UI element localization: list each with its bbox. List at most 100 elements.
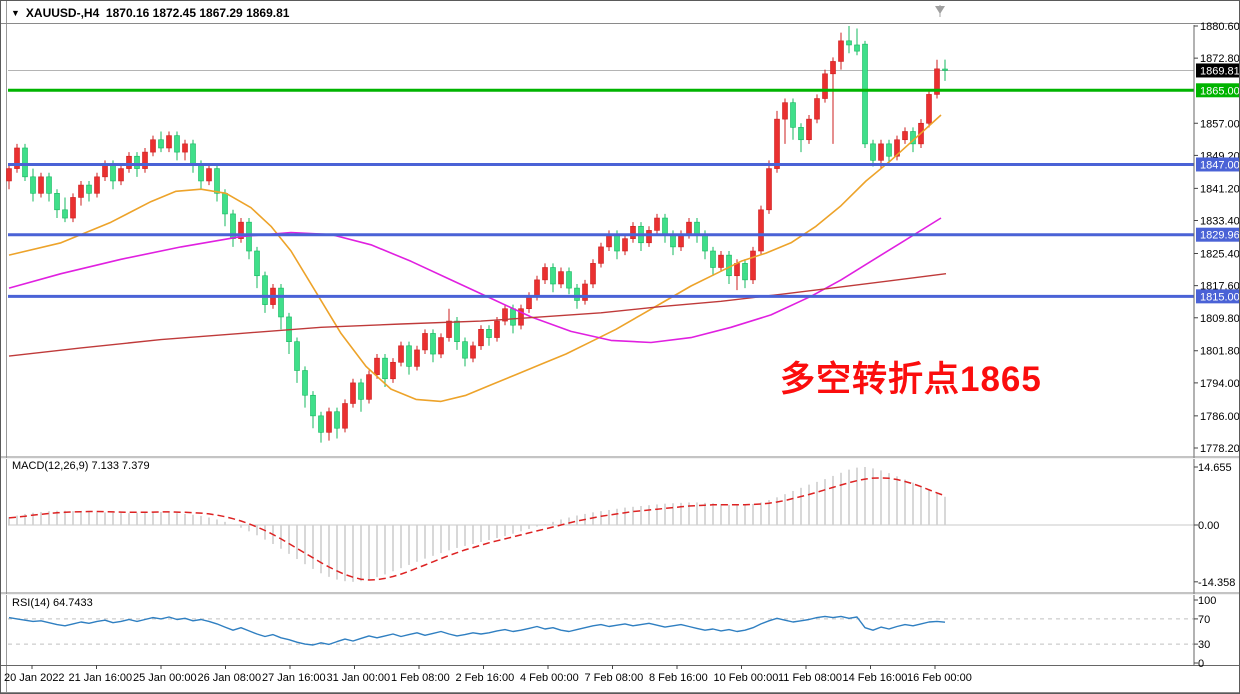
dropdown-arrow-icon[interactable]: ▼ xyxy=(11,8,20,18)
price-tick-label: 1880.60 xyxy=(1200,21,1240,33)
candle-bullish xyxy=(350,382,356,404)
candle-bearish xyxy=(510,308,516,326)
candle-bullish xyxy=(830,61,836,75)
candle-bearish xyxy=(942,68,948,71)
current-price-price-box-label: 1869.81 xyxy=(1200,65,1240,77)
level-1865-price-box-label: 1865.00 xyxy=(1200,85,1240,97)
candle-bullish xyxy=(606,234,612,248)
candle-bearish xyxy=(846,40,852,46)
candle-bullish xyxy=(342,403,348,429)
candle-bearish xyxy=(214,168,220,194)
candle-bullish xyxy=(686,221,692,235)
price-tick-label: 1872.80 xyxy=(1200,53,1240,65)
candle-bullish xyxy=(118,168,124,182)
price-tick-label: 1809.80 xyxy=(1200,313,1240,325)
candle-bullish xyxy=(390,361,396,380)
price-tick-label: 1801.80 xyxy=(1200,346,1240,358)
candle-bullish xyxy=(734,263,740,277)
price-tick-label: 1786.00 xyxy=(1200,411,1240,423)
candle-bullish xyxy=(534,279,540,297)
candle-bullish xyxy=(926,94,932,124)
window-left-frame xyxy=(6,1,7,693)
macd-indicator-label: MACD(12,26,9) 7.133 7.379 xyxy=(12,460,150,472)
candle-bullish xyxy=(894,139,900,157)
level-1829.96-price-box-label: 1829.96 xyxy=(1200,230,1240,242)
level-1847-price-box xyxy=(1196,157,1239,172)
candle-bearish xyxy=(46,176,52,194)
candle-bearish xyxy=(358,382,364,400)
time-tick-label: 27 Jan 16:00 xyxy=(262,672,326,684)
candle-bullish xyxy=(814,98,820,120)
turning-point-annotation: 多空转折点1865 xyxy=(780,360,1042,399)
time-tick-label: 8 Feb 16:00 xyxy=(649,672,708,684)
candle-bullish xyxy=(622,238,628,252)
level-1865-price-box xyxy=(1196,83,1239,98)
candle-bullish xyxy=(526,296,532,310)
candle-bearish xyxy=(110,164,116,182)
candle-bearish xyxy=(278,287,284,318)
price-tick-label: 1794.00 xyxy=(1200,378,1240,390)
candle-bullish xyxy=(142,151,148,169)
candle-bearish xyxy=(406,345,412,367)
candle-bullish xyxy=(558,271,564,285)
candle-bearish xyxy=(886,143,892,157)
candle-bullish xyxy=(166,135,172,149)
candle-bullish xyxy=(78,184,84,198)
candle-bearish xyxy=(574,287,580,301)
rsi-tick-label: 100 xyxy=(1198,595,1216,607)
time-tick-label: 21 Jan 16:00 xyxy=(69,672,133,684)
candle-bullish xyxy=(238,221,244,239)
candle-bullish xyxy=(150,139,156,153)
rsi-tick-label: 30 xyxy=(1198,639,1210,651)
candle-bearish xyxy=(54,193,60,211)
time-tick-label: 20 Jan 2022 xyxy=(4,672,65,684)
candle-bearish xyxy=(62,209,68,219)
time-tick-label: 7 Feb 08:00 xyxy=(585,672,644,684)
candle-bullish xyxy=(14,147,20,169)
candle-bullish xyxy=(422,333,428,351)
ma-slow-darkred xyxy=(8,273,947,357)
candle-bullish xyxy=(206,168,212,182)
candle-bearish xyxy=(334,411,340,429)
candle-bullish xyxy=(822,73,828,99)
candle-bearish xyxy=(726,254,732,277)
candle-bearish xyxy=(222,193,228,215)
candle-bearish xyxy=(870,143,876,161)
candle-bullish xyxy=(126,155,132,169)
level-1829.96-price-box xyxy=(1196,227,1239,242)
time-tick-label: 11 Feb 08:00 xyxy=(778,672,842,684)
candle-bearish xyxy=(174,135,180,153)
candle-bearish xyxy=(854,44,860,52)
candle-bullish xyxy=(38,176,44,194)
macd-signal-line xyxy=(8,477,946,581)
candle-bullish xyxy=(934,68,940,95)
candle-bearish xyxy=(318,415,324,433)
candle-bearish xyxy=(382,357,388,380)
level-1847-price-box-label: 1847.00 xyxy=(1200,159,1240,171)
candle-bearish xyxy=(798,127,804,141)
candle-bullish xyxy=(806,118,812,141)
time-tick-label: 26 Jan 08:00 xyxy=(198,672,262,684)
candle-bullish xyxy=(646,230,652,244)
rsi-tick-label: 0 xyxy=(1198,658,1204,670)
candle-bearish xyxy=(462,341,468,359)
time-tick-label: 1 Feb 08:00 xyxy=(391,672,450,684)
level-1815-price-box xyxy=(1196,289,1239,304)
candle-bearish xyxy=(22,147,28,178)
candle-bearish xyxy=(486,329,492,338)
candle-bearish xyxy=(790,102,796,128)
candle-bullish xyxy=(398,345,404,363)
candle-bullish xyxy=(94,176,100,194)
candle-bullish xyxy=(590,263,596,285)
candle-bullish xyxy=(518,308,524,326)
current-price-price-box xyxy=(1196,63,1239,78)
candle-bullish xyxy=(366,374,372,400)
macd-tick-label: -14.358 xyxy=(1198,577,1235,589)
candle-bearish xyxy=(566,271,572,289)
candle-bearish xyxy=(550,267,556,285)
candle-bearish xyxy=(694,221,700,235)
price-tick-label: 1857.00 xyxy=(1200,118,1240,130)
candle-bullish xyxy=(446,320,452,338)
